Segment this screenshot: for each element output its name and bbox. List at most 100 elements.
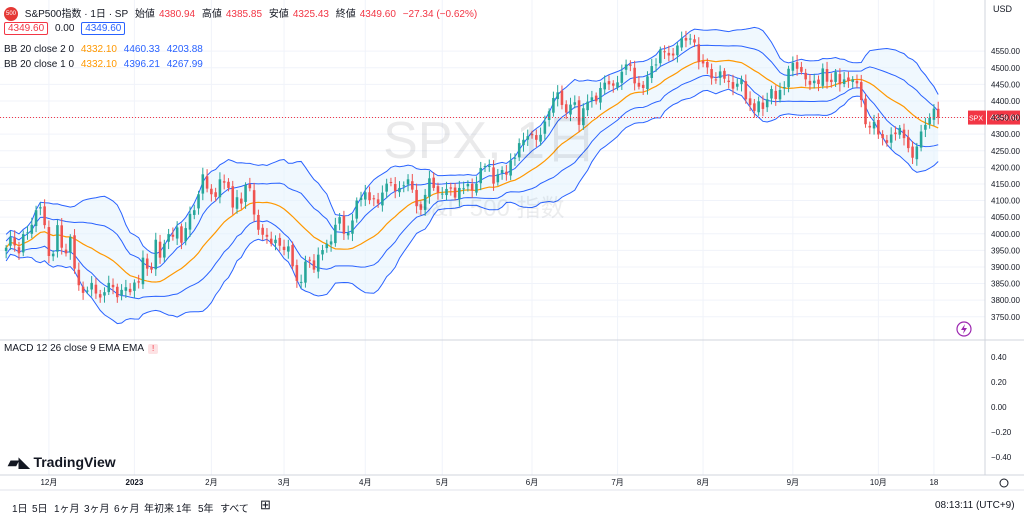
candle	[599, 88, 602, 103]
candle	[376, 199, 380, 204]
candle	[244, 184, 247, 202]
buy-button[interactable]: 4349.60	[81, 22, 126, 35]
candle	[552, 97, 555, 113]
candle	[543, 121, 547, 134]
bb1-lower-line	[5, 74, 939, 300]
candle	[522, 139, 525, 146]
candle	[13, 237, 16, 246]
range-5y[interactable]: 5年	[198, 504, 214, 515]
range-ytd[interactable]: 年初来	[144, 504, 174, 515]
macd-label: MACD 12 26 close 9 EMA EMA	[4, 343, 145, 354]
bb2-basis: 4332.10	[80, 44, 117, 55]
candle	[487, 165, 491, 167]
currency-label[interactable]: USD	[992, 4, 1012, 14]
candle	[492, 167, 495, 184]
candle	[928, 117, 931, 125]
sell-button[interactable]: 4349.60	[4, 22, 49, 35]
candle	[556, 92, 559, 100]
candle	[838, 74, 842, 85]
bb1-legend[interactable]: BB 20 close 1 0 4332.10 4396.21 4267.99	[4, 59, 207, 70]
candle	[624, 64, 628, 70]
candle	[316, 254, 320, 272]
candle	[924, 124, 927, 130]
y-tick-label: 4200.00	[991, 163, 1020, 172]
candle	[881, 134, 884, 139]
y-tick-label: 4500.00	[991, 64, 1020, 73]
candle	[68, 237, 72, 253]
y-tick-label: 4000.00	[991, 230, 1020, 239]
watermark-subtitle: S&P 500 指数	[416, 195, 565, 222]
candle	[197, 194, 200, 209]
candle	[321, 250, 324, 255]
candle	[885, 140, 889, 143]
candle	[154, 239, 158, 270]
candle	[453, 187, 457, 198]
candle	[577, 100, 581, 125]
range-5d[interactable]: 5日	[32, 504, 48, 515]
candle	[889, 134, 893, 143]
candle	[445, 188, 448, 196]
candle	[744, 81, 748, 100]
close-value: 4349.60	[359, 9, 396, 20]
bb2-legend[interactable]: BB 20 close 2 0 4332.10 4460.33 4203.88	[4, 44, 207, 55]
x-tick-label: 18	[929, 478, 938, 487]
candle	[98, 294, 102, 298]
candle	[17, 247, 21, 254]
candle	[706, 62, 709, 68]
candle	[124, 287, 128, 291]
candle	[205, 176, 209, 189]
y-tick-label: 3950.00	[991, 246, 1020, 255]
range-1m[interactable]: 1ヶ月	[54, 504, 80, 515]
candle	[800, 66, 803, 72]
candle	[911, 146, 914, 158]
candle	[723, 70, 726, 79]
candle	[4, 247, 8, 252]
candle	[175, 227, 179, 239]
candle	[86, 290, 89, 292]
candle	[423, 194, 427, 211]
candle	[77, 269, 81, 286]
candle	[517, 143, 521, 158]
clock-time[interactable]: 08:13:11 (UTC+9)	[935, 500, 1015, 511]
candle	[535, 135, 538, 140]
range-3m[interactable]: 3ヶ月	[84, 504, 110, 515]
y-tick-label: 4150.00	[991, 180, 1020, 189]
candle	[526, 136, 530, 140]
candle	[851, 79, 854, 82]
candle	[748, 98, 752, 105]
candle	[406, 179, 410, 185]
range-all[interactable]: すべて	[220, 504, 249, 515]
candle	[393, 184, 397, 191]
range-1d[interactable]: 1日	[12, 504, 28, 515]
candle	[458, 187, 461, 200]
candle	[479, 168, 483, 184]
candle	[539, 134, 542, 142]
candle	[671, 53, 675, 56]
candle	[9, 237, 12, 246]
high-label: 高値	[201, 9, 222, 20]
date-range-icon[interactable]: ⊞	[260, 497, 271, 512]
candle	[770, 89, 773, 99]
candle	[120, 289, 123, 296]
range-1y[interactable]: 1年	[176, 504, 192, 515]
warning-icon[interactable]: !	[148, 344, 159, 354]
candle	[137, 281, 140, 283]
candle	[415, 189, 418, 207]
candle	[616, 82, 619, 88]
candle	[351, 220, 354, 234]
candle	[26, 232, 29, 234]
range-6m[interactable]: 6ヶ月	[114, 504, 140, 515]
x-tick-label: 3月	[278, 478, 290, 487]
candle	[432, 177, 435, 188]
y-tick-label: 4550.00	[991, 47, 1020, 56]
candle	[402, 185, 406, 187]
change-value: −27.34 (−0.62%)	[402, 9, 478, 20]
candle	[222, 181, 226, 183]
candle	[936, 108, 940, 118]
candle	[650, 66, 654, 78]
macd-legend[interactable]: MACD 12 26 close 9 EMA EMA!	[4, 343, 159, 354]
candle	[693, 39, 696, 43]
symbol-title[interactable]: S&P500指数 · 1日 · SP	[24, 9, 129, 20]
candle	[727, 80, 730, 83]
